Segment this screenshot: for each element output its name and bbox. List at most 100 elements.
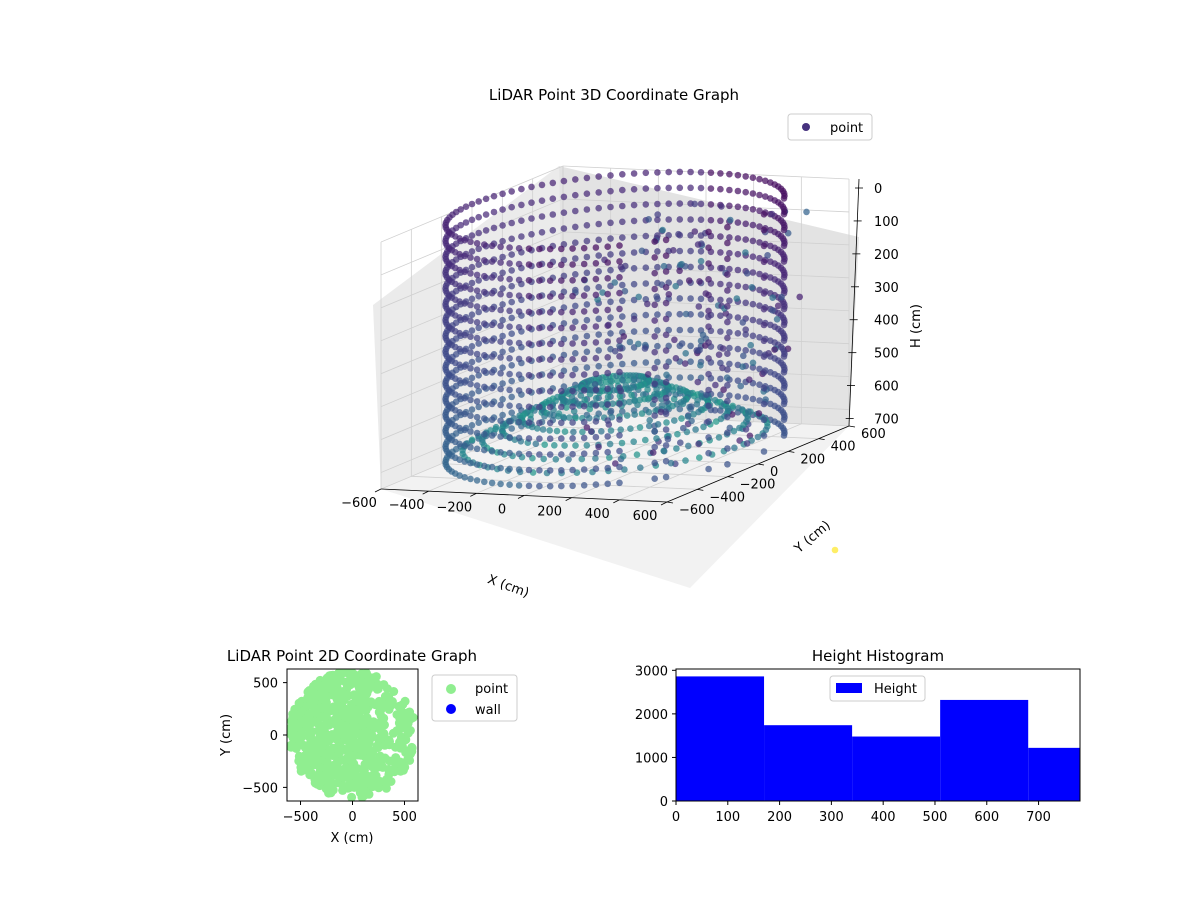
point-3d — [616, 463, 623, 471]
point-3d — [473, 445, 481, 453]
point-3d — [607, 203, 614, 211]
point-3d — [673, 445, 680, 452]
point-3d — [473, 319, 481, 326]
point-3d — [654, 169, 661, 176]
point-2d — [297, 740, 307, 750]
point-3d — [488, 463, 496, 471]
point-3d — [473, 271, 481, 279]
point-3d — [651, 333, 658, 340]
point-2d — [339, 695, 349, 705]
point-3d — [697, 216, 705, 223]
point-3d — [456, 409, 463, 416]
point-3d — [756, 302, 763, 310]
point-3d — [651, 238, 658, 245]
point-3d — [538, 197, 546, 204]
point-3d — [712, 381, 719, 389]
point-2d — [386, 777, 396, 786]
point-2d — [340, 782, 350, 792]
point-3d — [488, 448, 496, 455]
point-3d — [651, 285, 658, 293]
point-3d — [580, 371, 588, 378]
point-3d — [488, 289, 496, 297]
point-3d — [734, 282, 742, 290]
point-3d — [682, 310, 690, 318]
point-3d — [705, 339, 712, 346]
point-3d — [743, 270, 751, 277]
point-3d — [481, 415, 488, 422]
point-3d — [583, 442, 591, 449]
point-3d — [468, 295, 476, 303]
point-3d — [740, 352, 747, 360]
point-3d — [756, 191, 763, 199]
point-3d — [726, 281, 733, 289]
point-3d — [662, 315, 670, 323]
point-3d — [607, 235, 614, 242]
point-3d — [525, 245, 533, 252]
point-3d — [561, 442, 568, 449]
point-3d — [723, 374, 731, 382]
point-3d — [475, 356, 483, 363]
point-2d — [370, 721, 380, 731]
point-3d — [646, 417, 653, 424]
point-2d — [333, 757, 343, 767]
y-tick-label-3d: −200 — [740, 478, 776, 493]
point-3d — [604, 322, 611, 330]
point-2d — [380, 753, 390, 763]
point-3d — [665, 168, 672, 176]
point-3d — [473, 366, 481, 374]
point-3d — [499, 396, 506, 403]
point-2d — [347, 792, 357, 801]
point-3d — [497, 338, 504, 345]
point-3d — [616, 400, 623, 408]
point-3d — [803, 208, 810, 216]
point-3d — [475, 403, 483, 411]
point-3d — [651, 348, 658, 356]
point-2d — [376, 711, 386, 721]
point-3d — [456, 424, 463, 432]
point-3d — [760, 432, 768, 439]
point-3d — [731, 444, 738, 452]
point-3d — [467, 333, 474, 341]
point-3d — [715, 351, 723, 359]
point-3d — [525, 277, 533, 284]
point-3d — [592, 339, 600, 346]
point-3d — [579, 428, 586, 436]
point-3d — [685, 277, 693, 284]
point-3d — [558, 403, 565, 411]
point-3d — [462, 219, 470, 226]
point-3d — [598, 428, 605, 435]
point-3d — [468, 279, 476, 287]
point-3d — [481, 336, 488, 343]
point-3d — [619, 186, 626, 194]
point-3d — [538, 229, 546, 236]
point-2d — [331, 714, 341, 724]
point-3d — [654, 211, 661, 218]
point-3d — [593, 394, 600, 402]
point-3d — [697, 263, 705, 271]
point-2d — [319, 688, 329, 698]
point-3d — [626, 398, 633, 406]
point-2d — [324, 676, 334, 686]
point-2d — [335, 748, 344, 758]
point-3d — [672, 282, 679, 290]
point-3d — [696, 346, 703, 354]
point-3d — [780, 274, 788, 281]
y-axis-label-2d: Y (cm) — [219, 714, 234, 757]
point-3d — [607, 314, 614, 321]
point-3d — [558, 277, 565, 284]
point-3d — [546, 467, 554, 474]
point-3d — [628, 391, 635, 399]
point-3d — [541, 441, 548, 449]
point-3d — [645, 216, 652, 223]
point-3d — [592, 370, 600, 378]
point-3d — [734, 345, 742, 353]
legend-2d-wall-label: wall — [475, 703, 501, 718]
point-3d — [467, 459, 474, 467]
point-3d — [536, 308, 543, 316]
point-3d — [497, 243, 504, 251]
point-3d — [583, 316, 591, 324]
point-3d — [592, 465, 600, 473]
point-3d — [468, 406, 476, 413]
point-3d — [669, 402, 676, 410]
point-2d — [346, 670, 356, 680]
